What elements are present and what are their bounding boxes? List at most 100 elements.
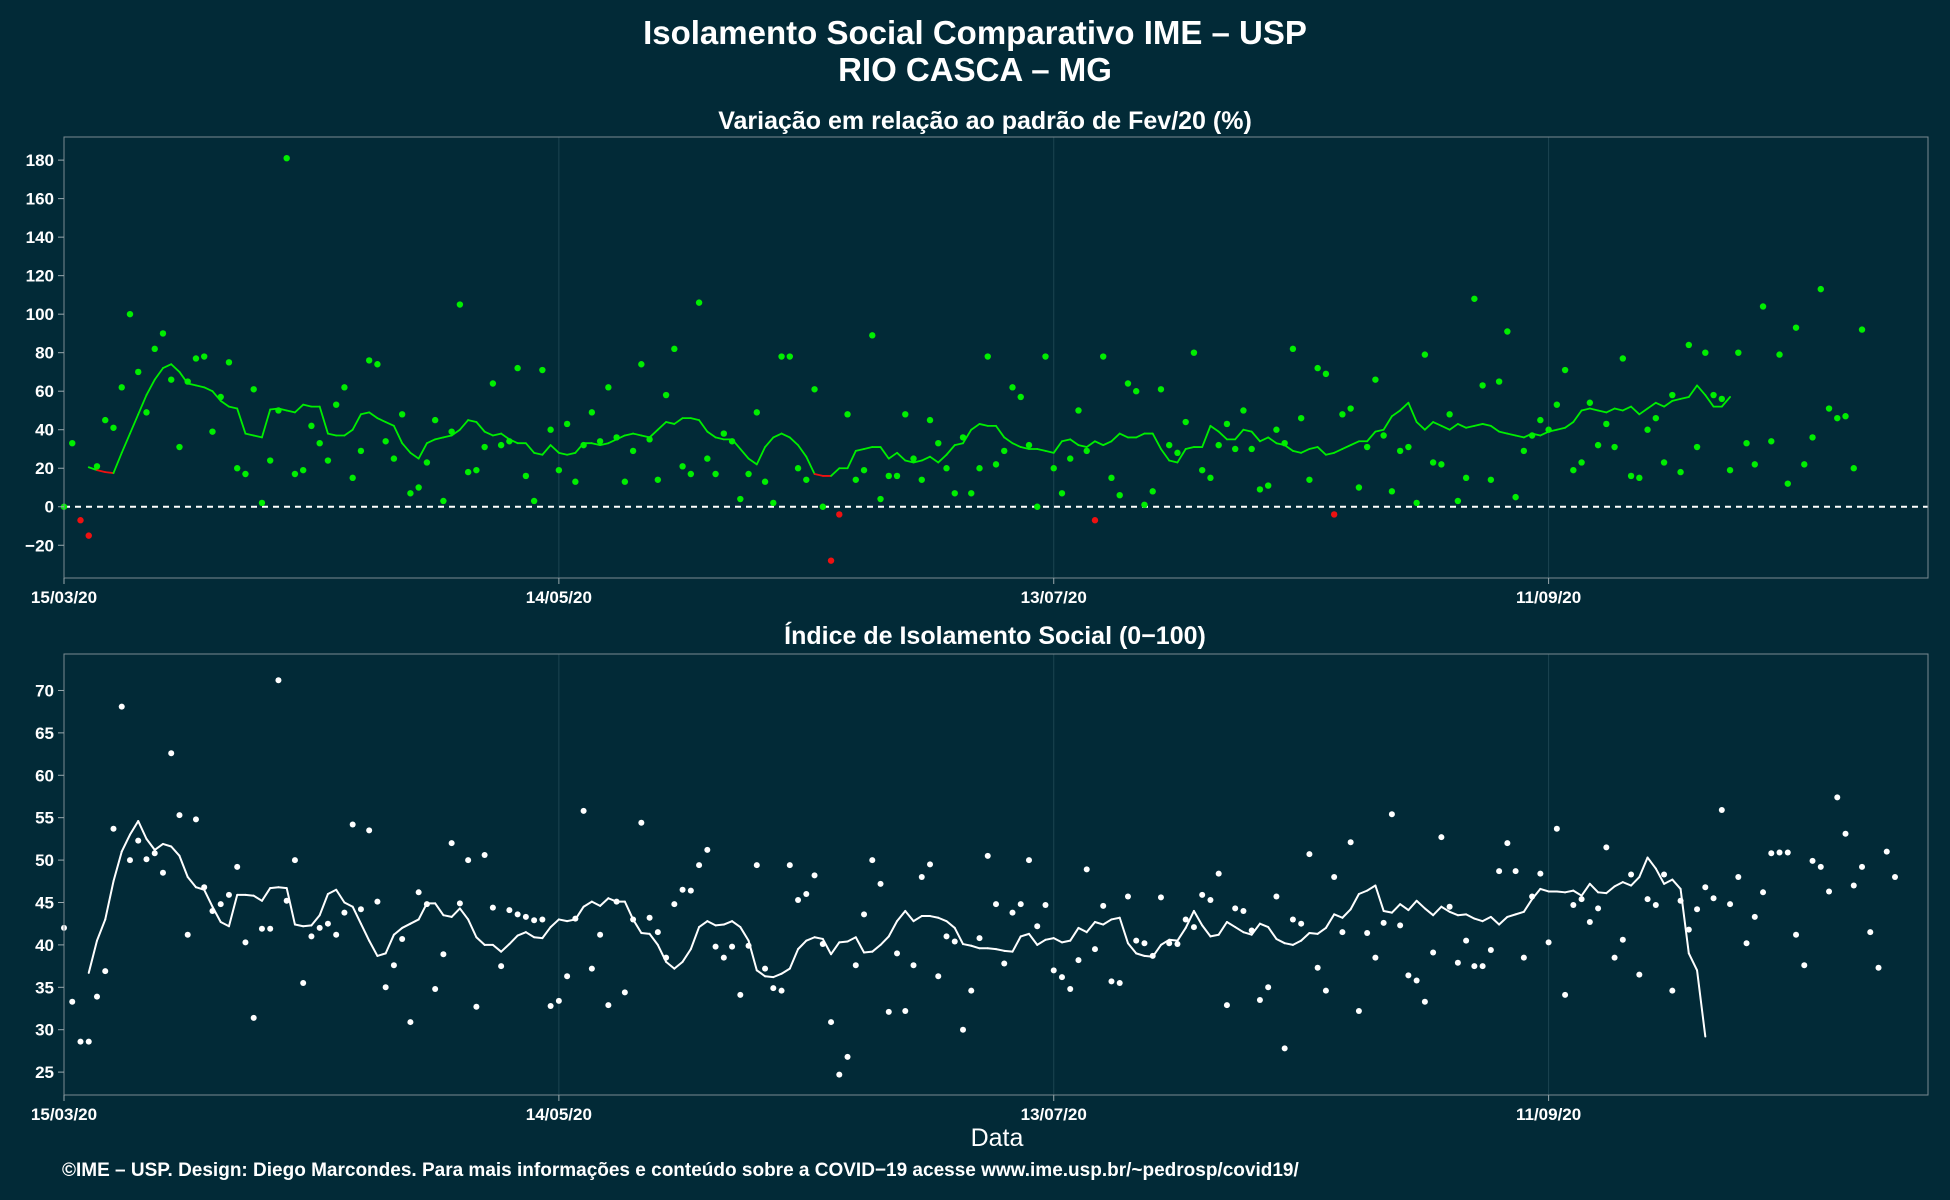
data-point xyxy=(275,677,282,684)
data-point xyxy=(176,812,183,819)
moving-average-segment xyxy=(945,920,956,929)
data-point xyxy=(1727,901,1734,908)
chart-2-y-ticks: 25 30 35 40 45 50 55 60 65 70 xyxy=(35,681,64,1082)
data-point xyxy=(778,987,785,994)
moving-average-segment xyxy=(186,876,197,889)
moving-average-segment xyxy=(995,424,1006,439)
moving-average-segment xyxy=(1506,913,1517,918)
data-point xyxy=(1537,416,1544,424)
y-tick-label: 100 xyxy=(26,305,54,324)
y-tick-label: 120 xyxy=(26,267,54,286)
moving-average-segment xyxy=(1093,920,1105,926)
data-point xyxy=(217,393,224,401)
data-point xyxy=(1768,438,1775,445)
moving-average-segment xyxy=(401,442,412,454)
data-point xyxy=(110,825,117,832)
data-point xyxy=(1636,971,1643,978)
data-point xyxy=(531,917,538,924)
data-point xyxy=(283,897,290,904)
data-point xyxy=(786,353,794,360)
data-point xyxy=(1198,466,1206,474)
data-point xyxy=(1710,391,1717,399)
moving-average-segment xyxy=(1687,384,1698,398)
data-point xyxy=(1462,474,1470,482)
data-point xyxy=(1792,324,1800,331)
data-point xyxy=(1776,849,1783,856)
data-point xyxy=(976,465,983,472)
main-subtitle: RIO CASCA – MG xyxy=(838,51,1112,88)
moving-average-segment xyxy=(1366,884,1377,892)
moving-average-segment xyxy=(1110,916,1121,921)
moving-average-segment xyxy=(1209,933,1220,938)
moving-average-segment xyxy=(846,936,857,943)
y-tick-label: 70 xyxy=(35,681,54,700)
moving-average-segment xyxy=(813,473,824,477)
data-point xyxy=(1001,960,1008,967)
data-point xyxy=(1718,395,1726,403)
data-point xyxy=(151,850,158,857)
moving-average-segment xyxy=(648,428,659,439)
data-point xyxy=(1017,901,1024,908)
data-point xyxy=(926,416,934,424)
data-point xyxy=(1273,426,1280,433)
data-point xyxy=(234,863,241,870)
data-point xyxy=(1834,414,1841,422)
moving-average-segment xyxy=(1019,932,1030,938)
moving-average-segment xyxy=(665,960,676,970)
data-point xyxy=(1570,902,1577,909)
moving-average-segment xyxy=(1077,444,1088,448)
data-point xyxy=(1042,902,1049,909)
moving-average-segment xyxy=(689,417,700,421)
data-point xyxy=(1083,866,1090,873)
data-point xyxy=(1578,459,1585,466)
data-point xyxy=(266,457,274,464)
moving-average-segment xyxy=(1110,432,1121,443)
moving-average-segment xyxy=(533,936,544,940)
moving-average-segment xyxy=(879,446,890,460)
data-point xyxy=(1677,468,1684,476)
moving-average-segment xyxy=(228,405,239,410)
moving-average-segment xyxy=(360,411,371,416)
data-point xyxy=(1446,411,1453,418)
data-point xyxy=(308,422,315,430)
data-point xyxy=(1331,874,1338,881)
data-point xyxy=(1306,476,1313,483)
chart-1-moving-average xyxy=(87,363,1731,477)
data-point xyxy=(1157,894,1164,901)
data-point xyxy=(1693,443,1701,451)
moving-average-segment xyxy=(170,845,181,857)
moving-average-segment xyxy=(178,854,189,879)
moving-average-segment xyxy=(1118,916,1129,945)
moving-average-segment xyxy=(838,940,849,944)
moving-average-segment xyxy=(1300,448,1311,454)
moving-average-segment xyxy=(1044,449,1055,454)
data-point xyxy=(1413,977,1420,984)
data-point xyxy=(407,490,414,497)
moving-average-segment xyxy=(1399,401,1410,412)
main-title: Isolamento Social Comparativo IME – USP xyxy=(643,14,1307,51)
data-point xyxy=(1190,924,1197,931)
moving-average-segment xyxy=(1555,890,1567,894)
moving-average-segment xyxy=(1324,913,1336,929)
moving-average-segment xyxy=(871,943,882,953)
moving-average-segment xyxy=(590,900,602,907)
data-point xyxy=(374,361,381,368)
moving-average-segment xyxy=(1473,917,1484,923)
data-point xyxy=(1314,364,1321,372)
data-point xyxy=(638,361,645,368)
moving-average-segment xyxy=(351,413,362,431)
data-point xyxy=(349,474,356,482)
moving-average-segment xyxy=(887,451,898,460)
moving-average-segment xyxy=(104,880,115,921)
data-point xyxy=(852,962,859,969)
data-point xyxy=(877,495,884,503)
moving-average-segment xyxy=(1333,448,1344,454)
moving-average-segment xyxy=(137,820,148,840)
moving-average-segment xyxy=(1126,942,1138,955)
data-point xyxy=(1025,441,1033,449)
moving-average-segment xyxy=(252,894,263,902)
data-point xyxy=(201,353,208,360)
moving-average-segment xyxy=(722,920,734,926)
moving-average-segment xyxy=(1160,448,1171,462)
data-point xyxy=(1652,902,1659,909)
